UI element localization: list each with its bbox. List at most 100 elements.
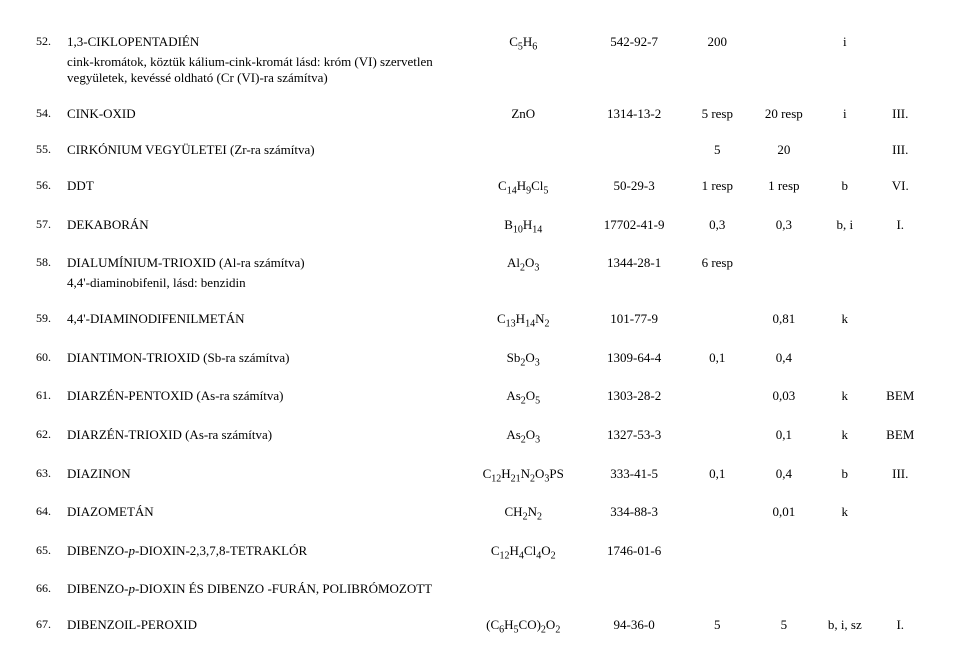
- value-col-7: i: [817, 96, 872, 132]
- cas-number: 1314-13-2: [584, 96, 684, 132]
- chemical-name: 1,3-CIKLOPENTADIÉNcink-kromátok, köztük …: [63, 24, 462, 96]
- chemical-name: DIBENZO-p-DIOXIN ÉS DIBENZO -FURÁN, POLI…: [63, 571, 462, 607]
- value-col-7: [817, 340, 872, 379]
- chemical-formula: CH2N2: [462, 494, 584, 533]
- value-col-6: 0,81: [751, 301, 818, 340]
- row-number: 62.: [32, 417, 63, 456]
- row-number: 67.: [32, 607, 63, 646]
- value-col-8: BEM: [873, 417, 928, 456]
- value-col-5: [684, 378, 751, 417]
- chemical-name-text: DIAZINON: [67, 466, 131, 481]
- value-col-7: k: [817, 301, 872, 340]
- cas-number: [584, 571, 684, 607]
- chemical-name: DEKABORÁN: [63, 207, 462, 246]
- value-col-8: III.: [873, 456, 928, 495]
- chemical-name: 4,4'-DIAMINODIFENILMETÁN: [63, 301, 462, 340]
- chemical-formula: [462, 132, 584, 168]
- table-row: 62. DIARZÉN-TRIOXID (As-ra számítva) As2O3…: [32, 417, 928, 456]
- value-col-5: 200: [684, 24, 751, 96]
- cas-number: 101-77-9: [584, 301, 684, 340]
- value-col-8: BEM: [873, 378, 928, 417]
- cas-number: [584, 132, 684, 168]
- row-number: 61.: [32, 378, 63, 417]
- table-row: 58.DIALUMÍNIUM-TRIOXID (Al-ra számítva)4…: [32, 245, 928, 301]
- value-col-7: k: [817, 494, 872, 533]
- chemical-name: DIAZINON: [63, 456, 462, 495]
- row-number: 57.: [32, 207, 63, 246]
- chemical-formula: C14H9Cl5: [462, 168, 584, 207]
- value-col-8: [873, 24, 928, 96]
- value-col-8: III.: [873, 96, 928, 132]
- table-row: 57.DEKABORÁNB10H1417702-41-90,30,3b, iI.: [32, 207, 928, 246]
- value-col-7: k: [817, 417, 872, 456]
- chemical-name: DDT: [63, 168, 462, 207]
- chemical-name-text: 1,3-CIKLOPENTADIÉN: [67, 34, 199, 49]
- value-col-5: 1 resp: [684, 168, 751, 207]
- value-col-7: b: [817, 168, 872, 207]
- value-col-6: 20: [751, 132, 818, 168]
- value-col-8: I.: [873, 207, 928, 246]
- table-row: 64.DIAZOMETÁNCH2N2334-88-30,01k: [32, 494, 928, 533]
- row-number: 64.: [32, 494, 63, 533]
- table-row: 67.DIBENZOIL-PEROXID(C6H5CO)2O294-36-055…: [32, 607, 928, 646]
- cas-number: 542-92-7: [584, 24, 684, 96]
- value-col-7: [817, 533, 872, 572]
- value-col-6: [751, 24, 818, 96]
- value-col-5: [684, 571, 751, 607]
- value-col-5: 0,3: [684, 207, 751, 246]
- value-col-5: [684, 301, 751, 340]
- chemical-name-text: DIAZOMETÁN: [67, 504, 154, 519]
- cas-number: 334-88-3: [584, 494, 684, 533]
- chemical-name-text: 4,4'-DIAMINODIFENILMETÁN: [67, 311, 244, 326]
- table-row: 55.CIRKÓNIUM VEGYÜLETEI (Zr-ra számítva)…: [32, 132, 928, 168]
- chemical-name-text: DIARZÉN-TRIOXID (As-ra számítva): [67, 427, 272, 442]
- value-col-7: b: [817, 456, 872, 495]
- value-col-5: 5: [684, 132, 751, 168]
- table-row: 60.DIANTIMON-TRIOXID (Sb-ra számítva)Sb2…: [32, 340, 928, 379]
- value-col-8: [873, 494, 928, 533]
- row-number: 60.: [32, 340, 63, 379]
- row-number: 66.: [32, 571, 63, 607]
- chemical-name: DIAZOMETÁN: [63, 494, 462, 533]
- chemical-formula: C12H4Cl4O2: [462, 533, 584, 572]
- chemical-formula: (C6H5CO)2O2: [462, 607, 584, 646]
- value-col-7: b, i: [817, 207, 872, 246]
- chemical-table: 52.1,3-CIKLOPENTADIÉNcink-kromátok, közt…: [32, 24, 928, 646]
- value-col-6: 0,3: [751, 207, 818, 246]
- chemical-formula: As2O5: [462, 378, 584, 417]
- row-number: 54.: [32, 96, 63, 132]
- chemical-name: CIRKÓNIUM VEGYÜLETEI (Zr-ra számítva): [63, 132, 462, 168]
- value-col-5: 0,1: [684, 340, 751, 379]
- cas-number: 1344-28-1: [584, 245, 684, 301]
- value-col-5: [684, 494, 751, 533]
- chemical-name: DIARZÉN-TRIOXID (As-ra számítva): [63, 417, 462, 456]
- value-col-5: 0,1: [684, 456, 751, 495]
- value-col-7: [817, 132, 872, 168]
- row-number: 65.: [32, 533, 63, 572]
- row-number: 56.: [32, 168, 63, 207]
- chemical-name-text: DIANTIMON-TRIOXID (Sb-ra számítva): [67, 350, 289, 365]
- row-number: 63.: [32, 456, 63, 495]
- chemical-name-text: DIBENZOIL-PEROXID: [67, 617, 197, 632]
- value-col-8: [873, 245, 928, 301]
- cas-number: 50-29-3: [584, 168, 684, 207]
- cas-number: 94-36-0: [584, 607, 684, 646]
- table-row: 66.DIBENZO-p-DIOXIN ÉS DIBENZO -FURÁN, P…: [32, 571, 928, 607]
- row-number: 55.: [32, 132, 63, 168]
- chemical-name: DIBENZOIL-PEROXID: [63, 607, 462, 646]
- value-col-5: 5: [684, 607, 751, 646]
- value-col-7: b, i, sz: [817, 607, 872, 646]
- chemical-formula: As2O3: [462, 417, 584, 456]
- chemical-formula: C5H6: [462, 24, 584, 96]
- cas-number: 1309-64-4: [584, 340, 684, 379]
- chemical-name: CINK-OXID: [63, 96, 462, 132]
- value-col-7: i: [817, 24, 872, 96]
- value-col-5: [684, 417, 751, 456]
- value-col-6: 0,03: [751, 378, 818, 417]
- chemical-name-text: DIALUMÍNIUM-TRIOXID (Al-ra számítva): [67, 255, 305, 270]
- chemical-formula: B10H14: [462, 207, 584, 246]
- cas-number: 1303-28-2: [584, 378, 684, 417]
- value-col-8: [873, 533, 928, 572]
- value-col-8: [873, 340, 928, 379]
- value-col-6: 0,4: [751, 456, 818, 495]
